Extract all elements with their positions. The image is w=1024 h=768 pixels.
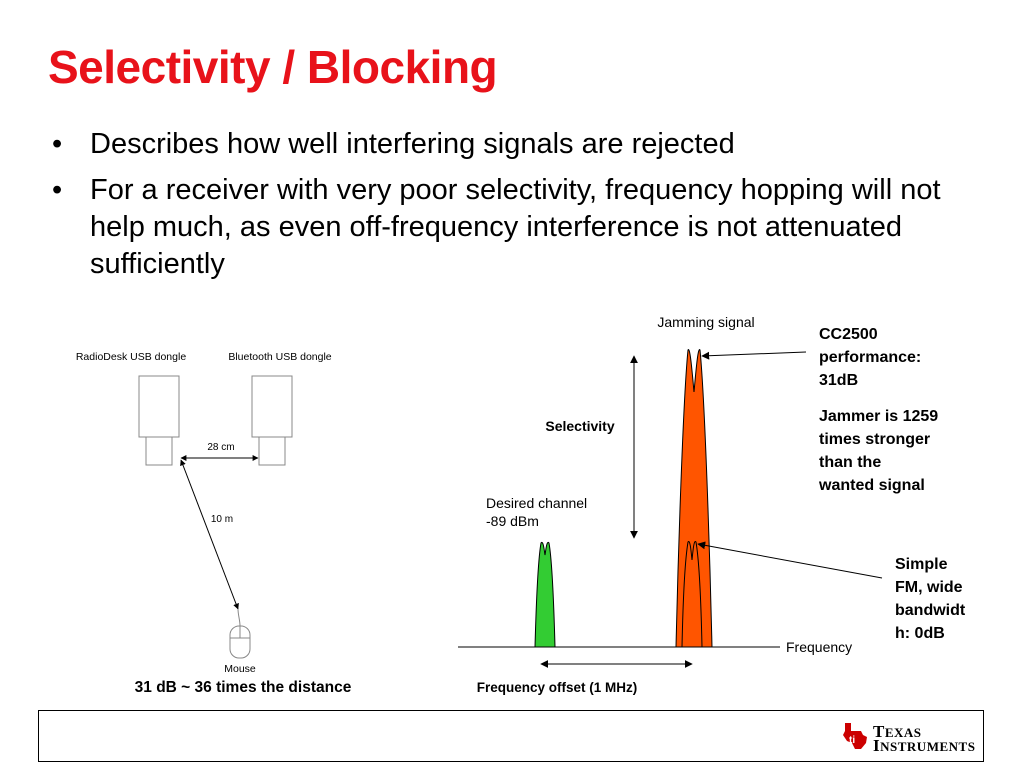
footer-bar: ti TEXAS INSTRUMENTS: [38, 710, 984, 762]
desired-channel-label: Desired channel: [486, 495, 587, 511]
jammer-annotation: Jammer is 1259 times stronger than the w…: [818, 408, 938, 494]
cc2500-line: 31dB: [819, 372, 858, 389]
frequency-label: Frequency: [786, 639, 852, 655]
mouse-label: Mouse: [224, 663, 256, 675]
frequency-offset-label: Frequency offset (1 MHz): [477, 680, 638, 695]
bullet-item: For a receiver with very poor selectivit…: [48, 172, 998, 283]
ti-logo: ti TEXAS INSTRUMENTS: [839, 721, 975, 756]
simple-fm-spectrum: [681, 541, 703, 648]
selectivity-label: Selectivity: [545, 418, 614, 434]
bluetooth-label: Bluetooth USB dongle: [228, 351, 331, 363]
bullet-list: Describes how well interfering signals a…: [48, 126, 998, 292]
cc2500-annotation: CC2500 performance: 31dB: [819, 326, 921, 389]
jammer-line: than the: [819, 454, 881, 471]
short-distance-label: 28 cm: [207, 442, 234, 453]
long-distance-label: 10 m: [211, 514, 233, 525]
texas-state-icon: ti: [843, 723, 867, 749]
desired-level-label: -89 dBm: [486, 513, 539, 529]
jammer-line: times stronger: [819, 431, 930, 448]
simple-fm-line: bandwidt: [895, 602, 966, 619]
simple-fm-line: h: 0dB: [895, 625, 945, 642]
radiodesk-label: RadioDesk USB dongle: [76, 351, 186, 363]
jammer-line: Jammer is 1259: [819, 408, 938, 425]
ti-logo-line1: TEXAS: [873, 722, 922, 741]
cc2500-callout-arrow: [701, 351, 807, 360]
slide-title: Selectivity / Blocking: [48, 41, 498, 93]
mouse-icon: [229, 608, 251, 659]
simple-fm-line: FM, wide: [895, 579, 963, 596]
jamming-signal-label: Jamming signal: [657, 314, 754, 330]
simple-fm-annotation: Simple FM, wide bandwidt h: 0dB: [895, 556, 966, 642]
dongle-diagram: RadioDesk USB dongle Bluetooth USB dongl…: [76, 351, 352, 696]
simple-fm-line: Simple: [895, 556, 948, 573]
long-distance-arrow: [180, 459, 239, 610]
svg-text:ti: ti: [849, 735, 855, 746]
ti-logo-line2: INSTRUMENTS: [873, 736, 976, 755]
cc2500-line: performance:: [819, 349, 921, 366]
spectrum-diagram: Jamming signal Frequency Selectivity Des…: [458, 314, 966, 695]
distance-caption: 31 dB ~ 36 times the distance: [135, 679, 352, 696]
diagram-canvas: RadioDesk USB dongle Bluetooth USB dongl…: [76, 314, 966, 696]
cc2500-line: CC2500: [819, 326, 878, 343]
jammer-line: wanted signal: [818, 477, 925, 494]
radiodesk-dongle: [138, 375, 180, 466]
simple-fm-callout-arrow: [697, 541, 883, 579]
bullet-item: Describes how well interfering signals a…: [48, 126, 998, 163]
jammer-spectrum: [675, 349, 713, 648]
desired-channel-spectrum: [534, 541, 556, 648]
bluetooth-dongle: [251, 375, 293, 466]
ti-logo-text: TEXAS INSTRUMENTS: [873, 722, 976, 755]
